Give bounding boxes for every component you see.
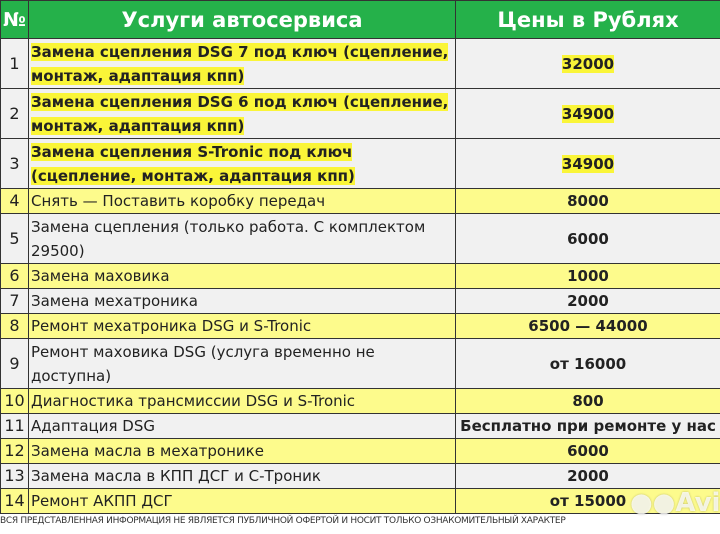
service-line: доступна) — [31, 366, 112, 385]
table-row: 14 Ремонт АКПП ДСГ от 15000 — [0, 488, 720, 514]
price-value: 6500 — 44000 — [528, 317, 648, 335]
price-cell: от 16000 — [455, 338, 720, 389]
row-number: 8 — [0, 313, 29, 339]
price-cell: 6000 — [455, 213, 720, 264]
table-row: 13 Замена масла в КПП ДСГ и С-Троник 2000 — [0, 463, 720, 489]
price-cell: 34900 — [455, 88, 720, 139]
service-line: Замена масла в КПП ДСГ и С-Троник — [31, 467, 321, 485]
price-cell: 34900 — [455, 138, 720, 189]
price-value: 32000 — [561, 54, 615, 73]
price-value: 2000 — [567, 292, 609, 310]
service-line: Замена сцепления DSG 6 под ключ (сцеплен… — [31, 92, 449, 111]
row-number: 11 — [0, 413, 29, 439]
price-value: 2000 — [567, 467, 609, 485]
service-line: Замена сцепления DSG 7 под ключ (сцеплен… — [31, 42, 449, 61]
price-cell: 2000 — [455, 463, 720, 489]
service-line: Замена сцепления (только работа. С компл… — [31, 217, 426, 236]
price-value: от 16000 — [549, 354, 627, 373]
price-cell: 6500 — 44000 — [455, 313, 720, 339]
table-row: 4 Снять — Поставить коробку передач 8000 — [0, 188, 720, 214]
price-cell: 8000 — [455, 188, 720, 214]
row-number: 7 — [0, 288, 29, 314]
price-value: 6000 — [567, 442, 609, 460]
service-name: Замена сцепления DSG 6 под ключ (сцеплен… — [28, 88, 456, 139]
table-header: № Услуги автосервиса Цены в Рублях — [0, 0, 720, 39]
header-num: № — [0, 0, 29, 39]
header-service: Услуги автосервиса — [28, 0, 456, 39]
row-number: 6 — [0, 263, 29, 289]
service-line: Ремонт маховика DSG (услуга временно не — [31, 342, 375, 361]
table-row: 8 Ремонт мехатроника DSG и S-Tronic 6500 —… — [0, 313, 720, 339]
service-name: Замена сцепления DSG 7 под ключ (сцеплен… — [28, 38, 456, 89]
service-line: Замена мехатроника — [31, 292, 198, 310]
row-number: 10 — [0, 388, 29, 414]
row-number: 12 — [0, 438, 29, 464]
table-row: 11 Адаптация DSG Бесплатно при ремонте у н… — [0, 413, 720, 439]
price-value: 34900 — [561, 154, 615, 173]
table-row: 3 Замена сцепления S-Tronic под ключ (сцеп… — [0, 138, 720, 189]
service-name: Замена сцепления (только работа. С компл… — [28, 213, 456, 264]
price-cell: 800 — [455, 388, 720, 414]
row-number: 2 — [0, 88, 29, 139]
row-number: 13 — [0, 463, 29, 489]
row-number: 9 — [0, 338, 29, 389]
service-name: Ремонт мехатроника DSG и S-Tronic — [28, 313, 456, 339]
service-line: Диагностика трансмиссии DSG и S-Tronic — [31, 392, 356, 410]
table-row: 5 Замена сцепления (только работа. С комп… — [0, 213, 720, 264]
price-cell: 1000 — [455, 263, 720, 289]
service-name: Замена мехатроника — [28, 288, 456, 314]
service-line: (сцепление, монтаж, адаптация кпп) — [31, 166, 355, 185]
service-line: Ремонт мехатроника DSG и S-Tronic — [31, 317, 312, 335]
avito-watermark: ●●Avito — [630, 488, 720, 518]
price-value: Бесплатно при ремонте у нас — [460, 417, 716, 435]
service-name: Снять — Поставить коробку передач — [28, 188, 456, 214]
price-cell: 2000 — [455, 288, 720, 314]
header-price: Цены в Рублях — [455, 0, 720, 39]
price-value: 1000 — [567, 267, 609, 285]
service-name: Ремонт маховика DSG (услуга временно не д… — [28, 338, 456, 389]
price-table: № Услуги автосервиса Цены в Рублях 1 Заме… — [0, 0, 720, 514]
price-value: 6000 — [567, 229, 609, 248]
service-name: Ремонт АКПП ДСГ — [28, 488, 456, 514]
service-name: Замена масла в КПП ДСГ и С-Троник — [28, 463, 456, 489]
table-row: 12 Замена масла в мехатронике 6000 — [0, 438, 720, 464]
service-line: Ремонт АКПП ДСГ — [31, 492, 173, 510]
service-name: Замена маховика — [28, 263, 456, 289]
table-row: 9 Ремонт маховика DSG (услуга временно не… — [0, 338, 720, 389]
row-number: 1 — [0, 38, 29, 89]
table-row: 7 Замена мехатроника 2000 — [0, 288, 720, 314]
service-name: Замена сцепления S-Tronic под ключ (сцепл… — [28, 138, 456, 189]
service-line: Адаптация DSG — [31, 417, 156, 435]
row-number: 14 — [0, 488, 29, 514]
price-value: от 15000 — [549, 492, 627, 510]
service-name: Диагностика трансмиссии DSG и S-Tronic — [28, 388, 456, 414]
table-row: 6 Замена маховика 1000 — [0, 263, 720, 289]
table-row: 10 Диагностика трансмиссии DSG и S-Tronic… — [0, 388, 720, 414]
table-row: 2 Замена сцепления DSG 6 под ключ (сцепле… — [0, 88, 720, 139]
service-line: монтаж, адаптация кпп) — [31, 116, 245, 135]
price-value: 34900 — [561, 104, 615, 123]
price-value: 8000 — [567, 192, 609, 210]
service-line: Замена маховика — [31, 267, 170, 285]
price-cell: 32000 — [455, 38, 720, 89]
service-name: Адаптация DSG — [28, 413, 456, 439]
price-cell: от 15000 — [455, 488, 720, 514]
price-cell: 6000 — [455, 438, 720, 464]
service-line: Снять — Поставить коробку передач — [31, 192, 326, 210]
row-number: 5 — [0, 213, 29, 264]
disclaimer: ВСЯ ПРЕДСТАВЛЕННАЯ ИНФОРМАЦИЯ НЕ ЯВЛЯЕТС… — [0, 516, 566, 526]
row-number: 3 — [0, 138, 29, 189]
row-number: 4 — [0, 188, 29, 214]
service-line: Замена сцепления S-Tronic под ключ — [31, 142, 353, 161]
service-name: Замена масла в мехатронике — [28, 438, 456, 464]
price-value: 800 — [572, 392, 604, 410]
service-line: Замена масла в мехатронике — [31, 442, 264, 460]
table-row: 1 Замена сцепления DSG 7 под ключ (сцепле… — [0, 38, 720, 89]
service-line: 29500) — [31, 241, 85, 260]
service-line: монтаж, адаптация кпп) — [31, 66, 245, 85]
price-cell: Бесплатно при ремонте у нас — [455, 413, 720, 439]
